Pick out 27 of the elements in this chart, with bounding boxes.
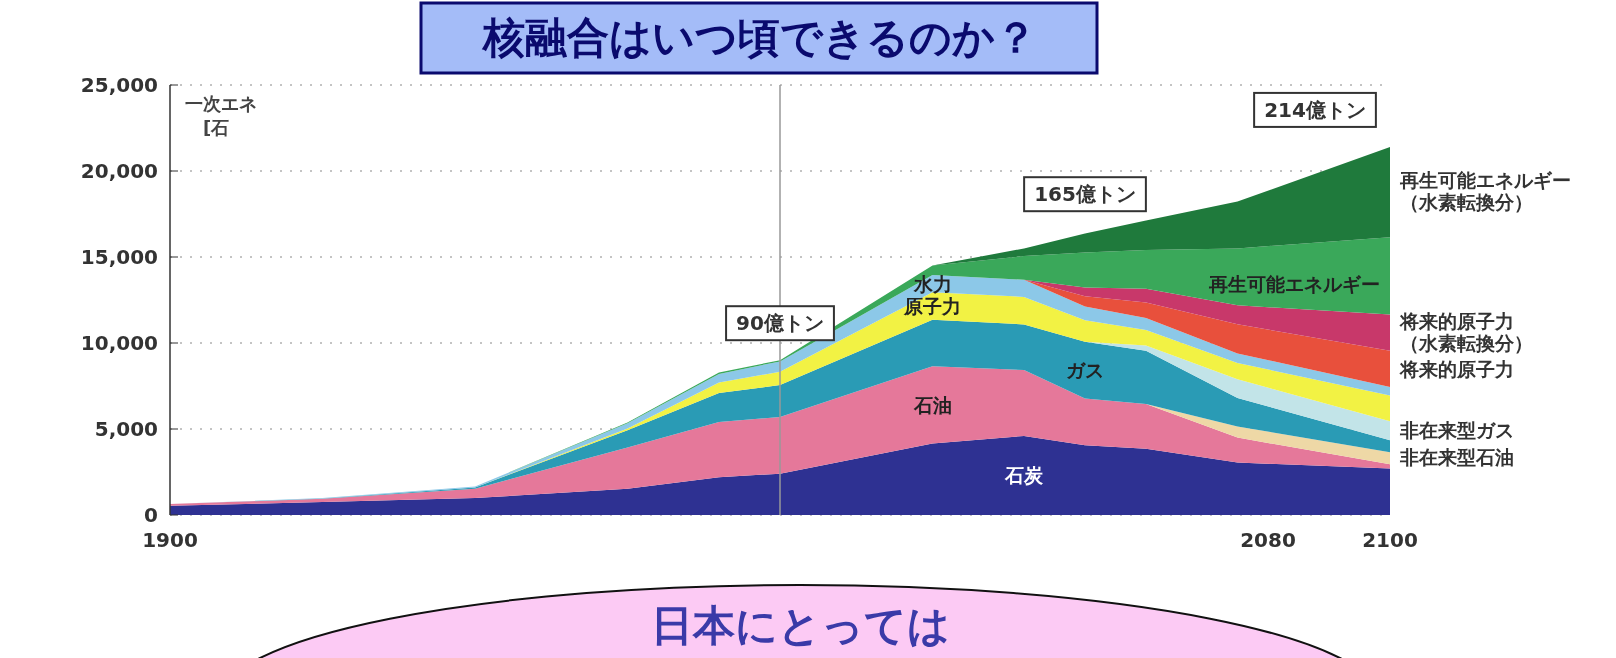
annotation: [石 [203,117,230,138]
annotation: 214億トン [1264,97,1366,122]
series-label: 石炭 [1004,464,1044,487]
series-label: 水力 [912,272,952,295]
text: 日本にとっては [650,601,950,650]
series-label: 将来的原子力（水素転換分） [1399,309,1533,354]
series-label: 非在来型ガス [1399,418,1514,441]
annotation: 一次エネ [185,93,257,114]
chart-title: 核融合はいつ頃できるのか？ [481,13,1037,62]
y-tick-label: 10,000 [80,331,158,355]
series-label: 再生可能エネルギー [1208,272,1380,295]
x-tick-label: 1900 [142,528,198,552]
series-label: 原子力 [903,295,961,318]
annotation: 90億トン [736,311,824,336]
series-label: 石油 [912,393,952,416]
y-tick-label: 0 [144,503,158,527]
y-tick-label: 25,000 [80,73,158,97]
x-tick-label: 2080 [1240,528,1296,552]
series-label: 再生可能エネルギー（水素転換分） [1399,169,1571,214]
series-label: 非在来型石油 [1399,446,1514,469]
annotation: 165億トン [1034,182,1136,207]
y-tick-label: 20,000 [80,159,158,183]
series-label: 将来的原子力 [1399,357,1514,380]
x-tick-label: 2100 [1362,528,1418,552]
y-tick-label: 5,000 [94,417,158,441]
series-label: ガス [1066,359,1104,382]
y-tick-label: 15,000 [80,245,158,269]
